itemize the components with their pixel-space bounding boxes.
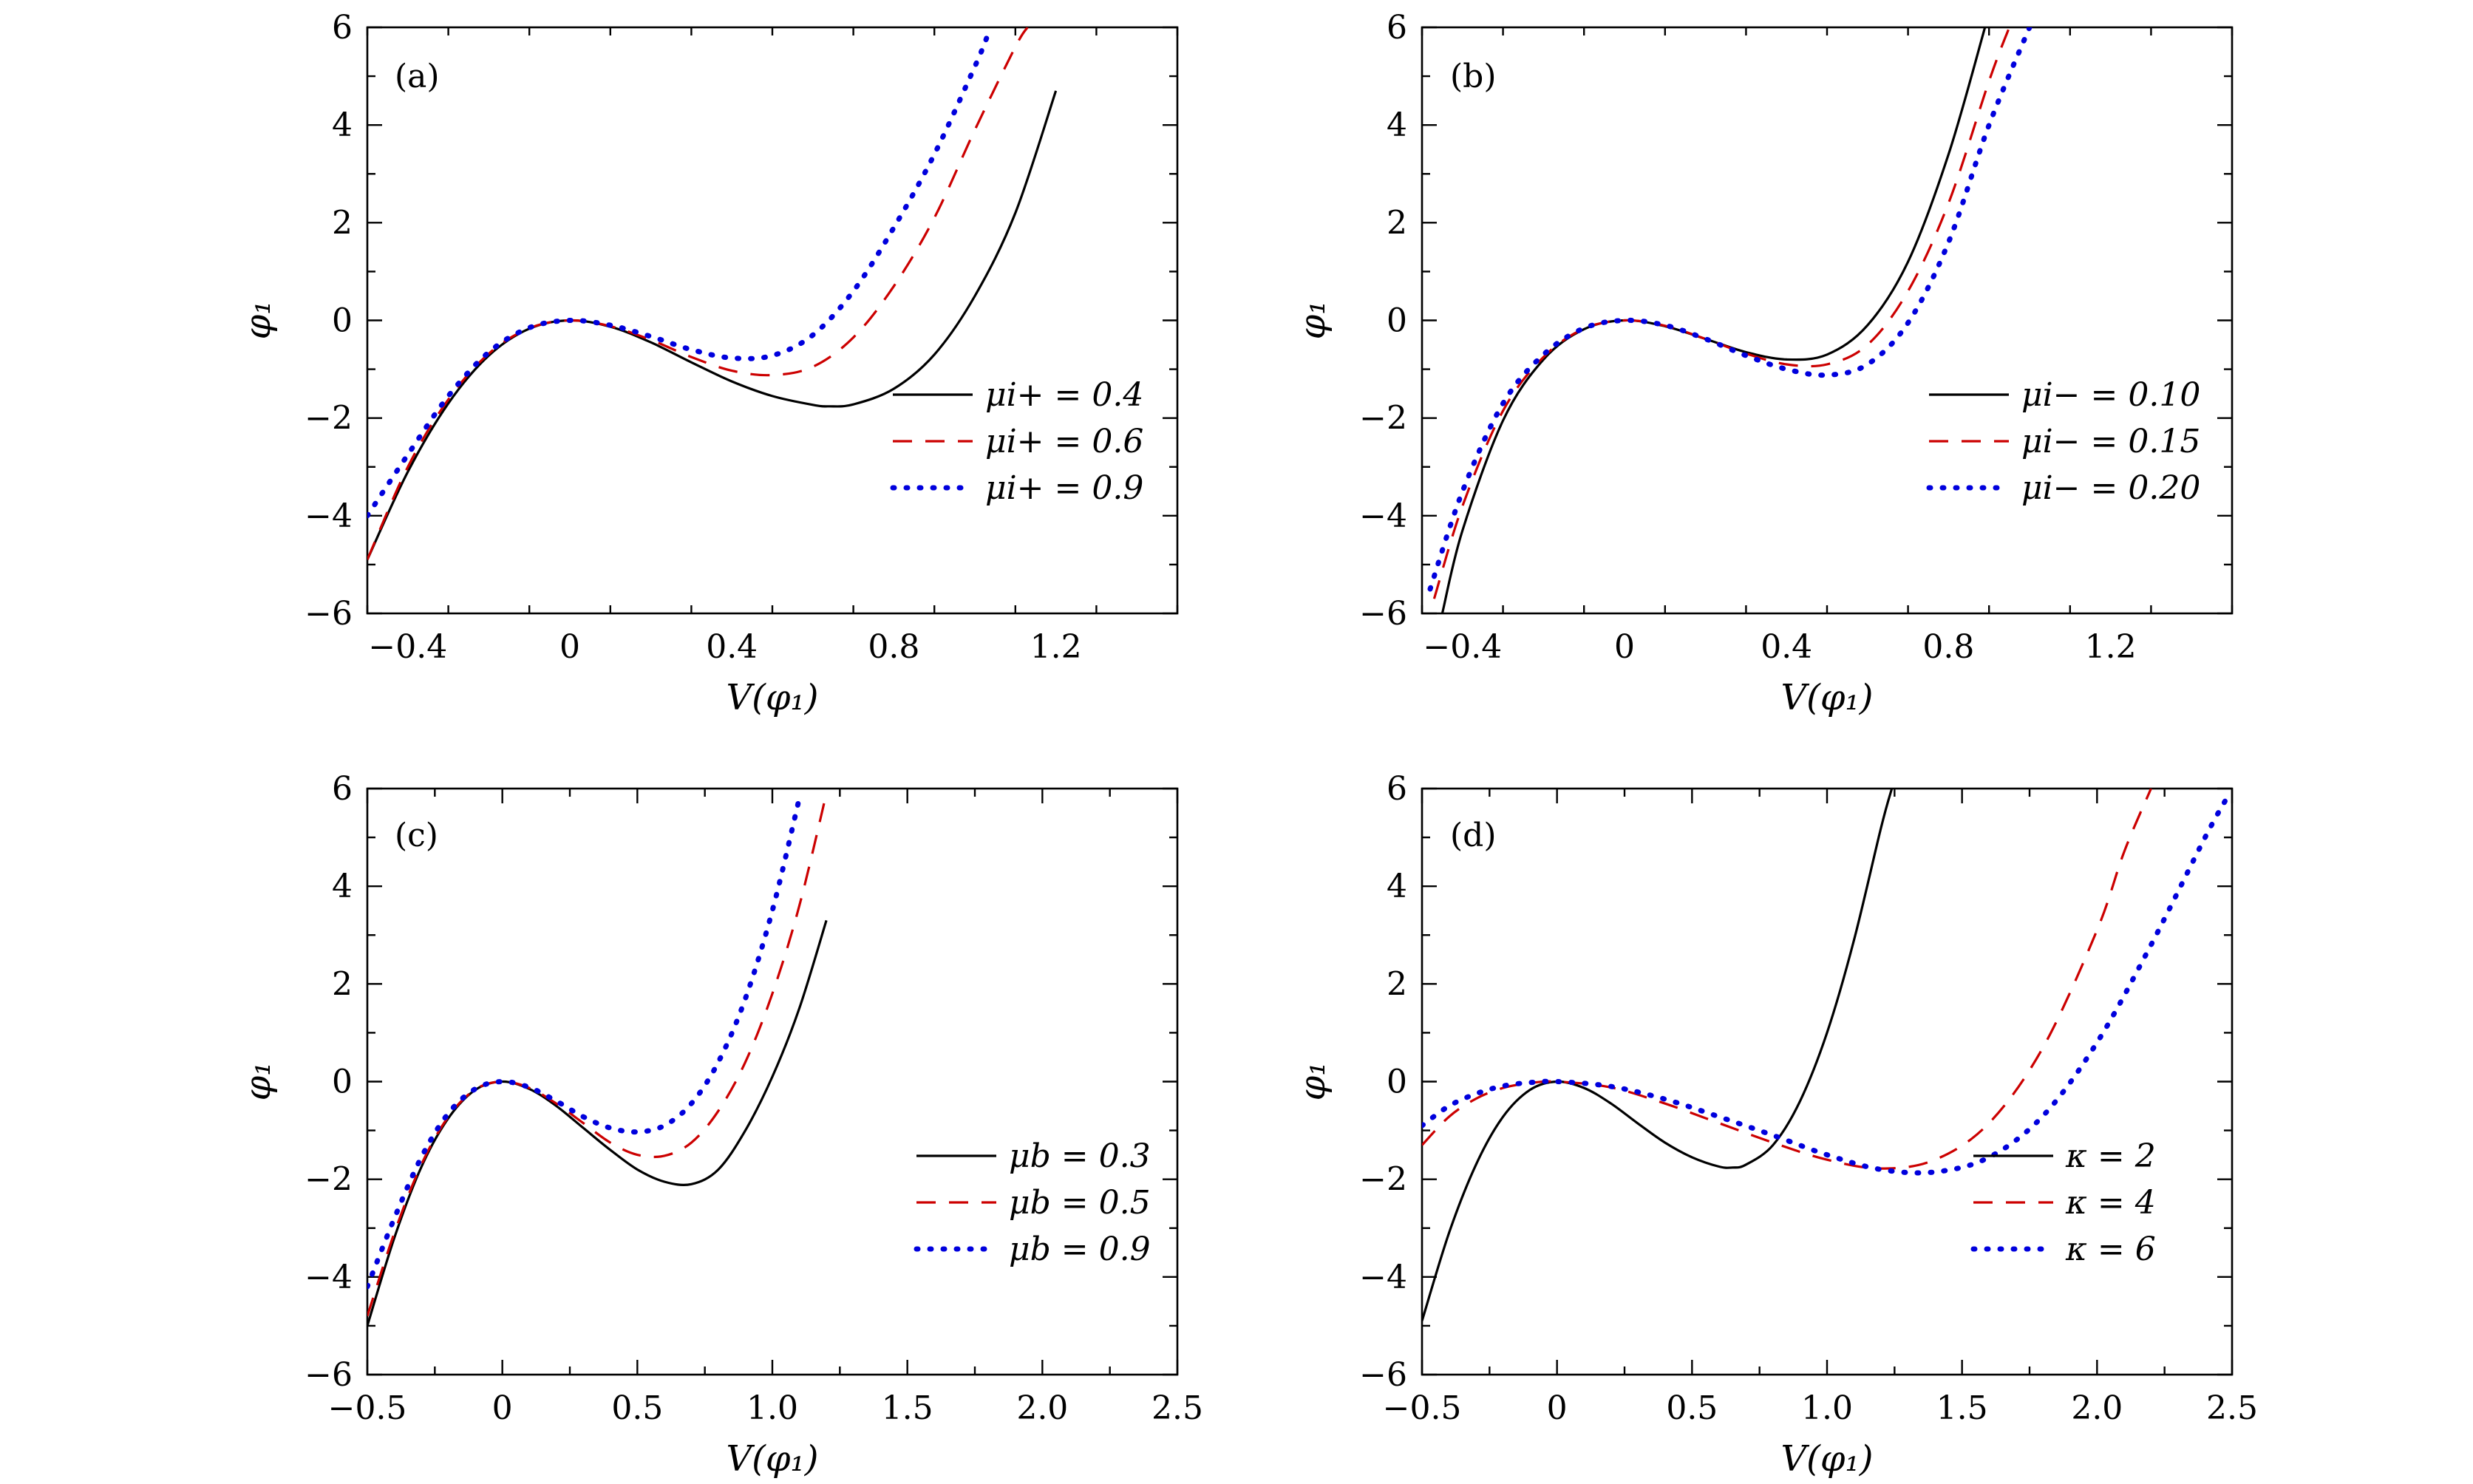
- panel-d-series-dashed: [1422, 789, 2152, 1170]
- panel-b-label: (b): [1450, 58, 1497, 95]
- panel-a-series-solid: [367, 90, 1058, 560]
- panel-b-ytick-label: 0: [1387, 302, 1407, 340]
- panel-b-xtick-label: 0.8: [1922, 628, 1974, 666]
- panel-b-series-dotted: [1427, 27, 2033, 592]
- panel-d-label: (d): [1450, 817, 1497, 854]
- panel-a-ytick-label: 4: [332, 106, 353, 144]
- panel-d-ytick-label: 2: [1387, 965, 1407, 1003]
- panel-b-curves: [1427, 27, 2033, 613]
- panel-c-legend-label: μb = 0.9: [1009, 1231, 1151, 1268]
- panel-d-xtick-label: 1.5: [1936, 1389, 1988, 1427]
- panel-a-plot-frame: [366, 26, 1179, 615]
- panel-b-xlabel: V(φ₁): [1781, 677, 1874, 718]
- panel-d-legend-label: κ = 4: [2065, 1184, 2156, 1222]
- panel-a-ylabel: φ₁: [237, 301, 279, 340]
- panel-c-series-dotted: [367, 795, 802, 1290]
- panel-c-xtick-label: 0: [492, 1389, 513, 1427]
- panel-c-curves: [367, 793, 828, 1327]
- panel-c-ylabel: φ₁: [237, 1062, 279, 1101]
- panel-c-xtick-label: 2.5: [1152, 1389, 1203, 1427]
- panel-c-xlabel: V(φ₁): [727, 1438, 819, 1480]
- panel-b-ytick-label: 4: [1387, 106, 1407, 144]
- panel-b-ylabel: φ₁: [1292, 301, 1333, 340]
- panel-b-xtick-label: 0: [1614, 628, 1635, 666]
- panel-d-ytick-label: 0: [1387, 1063, 1407, 1101]
- panel-d-curves: [1422, 789, 2230, 1321]
- panel-a-ytick-label: 2: [332, 204, 353, 242]
- panel-b: (b) V(φ₁) φ₁ −0.4 0 0.4 0.8 1.2 −6 −4 −2 0 2 4 6 μi−…: [1292, 9, 2234, 718]
- panel-d-ytick-label: 6: [1387, 770, 1407, 808]
- panel-d-xtick-label: 2.5: [2206, 1389, 2258, 1427]
- panel-c-xtick-label: 2.0: [1016, 1389, 1068, 1427]
- panel-b-ytick-label: −4: [1359, 497, 1407, 535]
- panel-c: (c) V(φ₁) φ₁ −0.5 0 0.5 1.0 1.5 2.0 2.5 −6 −4 −2 0…: [237, 770, 1203, 1480]
- panel-b-ytick-label: 6: [1387, 9, 1407, 47]
- panel-a-xtick-label: −0.4: [368, 628, 447, 666]
- panel-a-series-dashed: [367, 27, 1029, 560]
- panel-a-curves: [367, 27, 1058, 560]
- panel-c-series-dashed: [367, 793, 828, 1317]
- panel-d-xlabel: V(φ₁): [1781, 1438, 1874, 1480]
- panel-b-legend-label: μi− = 0.15: [2021, 423, 2200, 460]
- panel-d-legend-label: κ = 6: [2065, 1231, 2156, 1268]
- panel-c-legend-label: μb = 0.5: [1009, 1184, 1151, 1222]
- panel-c-legend-label: μb = 0.3: [1009, 1137, 1151, 1175]
- panel-d-series-dotted: [1422, 795, 2230, 1176]
- panel-b-xtick-label: −0.4: [1423, 628, 1502, 666]
- panel-b-ytick-label: −2: [1359, 400, 1407, 438]
- panel-d-ylabel: φ₁: [1292, 1062, 1333, 1101]
- panel-d-series-solid: [1422, 789, 1894, 1321]
- panel-d-xtick-label: 2.0: [2071, 1389, 2123, 1427]
- panel-c-plot-frame: [366, 787, 1179, 1376]
- panel-a-xtick-label: 1.2: [1030, 628, 1082, 666]
- panel-d: (d) V(φ₁) φ₁ −0.5 0 0.5 1.0 1.5 2.0 2.5 −6 −4 −2 0…: [1292, 770, 2258, 1480]
- panel-a-legend-label: μi+ = 0.4: [985, 376, 1143, 414]
- panel-a-xtick-label: 0: [559, 628, 580, 666]
- panel-b-xtick-label: 1.2: [2085, 628, 2137, 666]
- panel-c-ytick-label: 0: [332, 1063, 353, 1101]
- panel-d-ytick-label: 4: [1387, 868, 1407, 905]
- panel-a-ytick-label: −2: [305, 400, 353, 438]
- panel-d-xtick-label: 0: [1547, 1389, 1568, 1427]
- panel-c-xtick-label: 1.5: [882, 1389, 933, 1427]
- panel-d-xtick-label: −0.5: [1383, 1389, 1462, 1427]
- panel-c-xtick-label: 0.5: [611, 1389, 663, 1427]
- panel-a-ytick-label: 0: [332, 302, 353, 340]
- panel-a: (a) V(φ₁) φ₁ −0.4 0 0.4 0.8 1.2 −6 −4 −2 0 2 4 6 μi+…: [237, 9, 1179, 718]
- panel-a-legend-label: μi+ = 0.6: [985, 423, 1143, 460]
- panel-b-plot-frame: [1421, 26, 2234, 615]
- panel-a-legend-label: μi+ = 0.9: [985, 469, 1143, 507]
- panel-a-ytick-label: −4: [305, 497, 353, 535]
- panel-c-ytick-label: −4: [305, 1259, 353, 1296]
- panel-b-xtick-label: 0.4: [1761, 628, 1812, 666]
- panel-a-xlabel: V(φ₁): [727, 677, 819, 718]
- panel-b-ytick-label: 2: [1387, 204, 1407, 242]
- panel-b-legend-label: μi− = 0.10: [2021, 376, 2200, 414]
- panel-b-ytick-label: −6: [1359, 595, 1407, 633]
- panel-c-ytick-label: 2: [332, 965, 353, 1003]
- panel-d-legend-label: κ = 2: [2065, 1137, 2156, 1175]
- panel-d-ytick-label: −6: [1359, 1356, 1407, 1394]
- panel-a-xtick-label: 0.4: [706, 628, 758, 666]
- panel-c-ytick-label: 4: [332, 868, 353, 905]
- panel-a-series-dotted: [367, 34, 990, 519]
- panel-c-label: (c): [395, 817, 438, 854]
- panel-b-series-solid: [1440, 27, 1987, 613]
- panel-c-xtick-label: 1.0: [746, 1389, 798, 1427]
- panel-c-ytick-label: −2: [305, 1161, 353, 1199]
- panel-a-label: (a): [395, 58, 440, 95]
- panel-a-ytick-label: −6: [305, 595, 353, 633]
- panel-d-ytick-label: −2: [1359, 1161, 1407, 1199]
- panel-d-xtick-label: 0.5: [1666, 1389, 1718, 1427]
- panel-d-xtick-label: 1.0: [1801, 1389, 1853, 1427]
- panel-c-ytick-label: 6: [332, 770, 353, 808]
- panel-b-legend-label: μi− = 0.20: [2021, 469, 2200, 507]
- panel-c-ytick-label: −6: [305, 1356, 353, 1394]
- panel-c-xtick-label: −0.5: [328, 1389, 407, 1427]
- panel-b-series-dashed: [1432, 27, 2011, 599]
- panel-a-ytick-label: 6: [332, 9, 353, 47]
- panel-d-ytick-label: −4: [1359, 1259, 1407, 1296]
- panel-a-xtick-label: 0.8: [868, 628, 919, 666]
